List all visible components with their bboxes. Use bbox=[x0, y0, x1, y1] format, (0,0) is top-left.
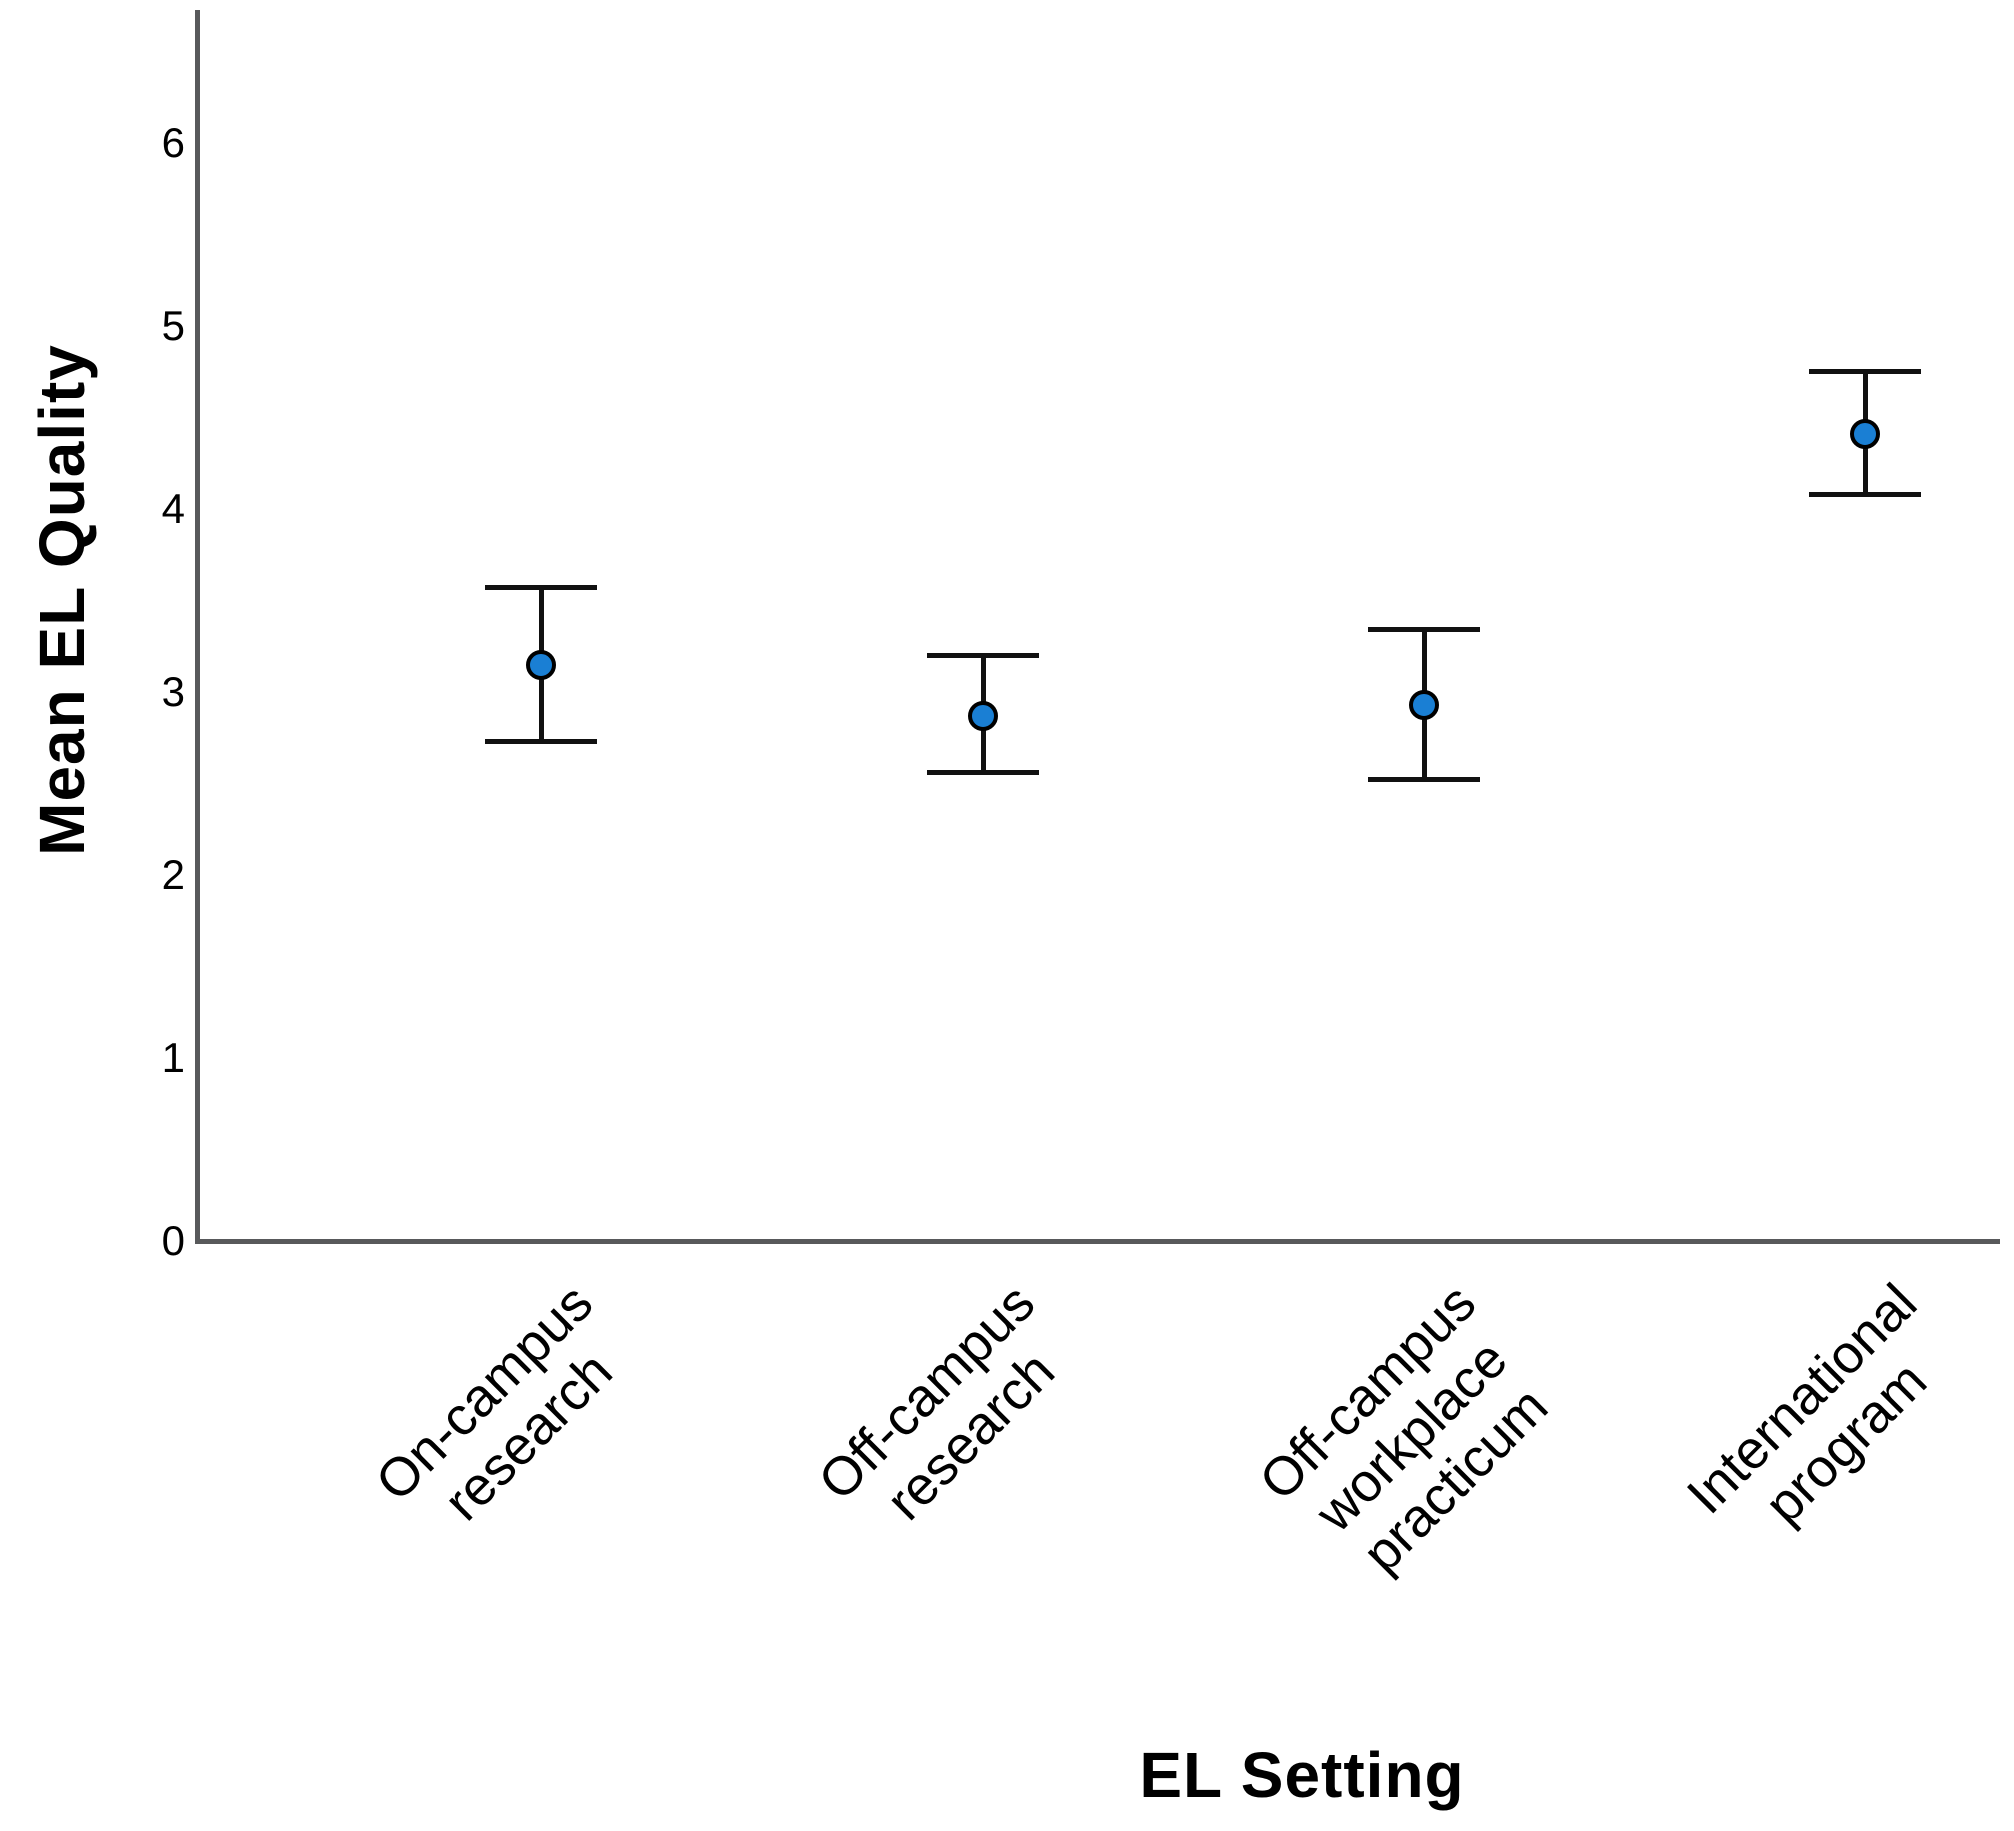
y-tick-label: 4 bbox=[161, 485, 185, 532]
y-axis-title: Mean EL Quality bbox=[26, 344, 98, 856]
error-bar-cap-top bbox=[1368, 627, 1480, 633]
y-tick-label: 2 bbox=[161, 851, 185, 898]
x-tick-label: International program bbox=[1675, 1272, 1973, 1570]
y-axis-line bbox=[195, 10, 200, 1243]
x-tick-label: Off-campus workplace practicum bbox=[1247, 1272, 1575, 1600]
mean-marker bbox=[1850, 418, 1880, 449]
y-tick-label: 1 bbox=[161, 1034, 185, 1081]
error-bar-cap-bottom bbox=[485, 738, 597, 744]
error-bar-cap-top bbox=[485, 585, 597, 591]
error-bar-cap-bottom bbox=[927, 770, 1039, 776]
error-bar-cap-bottom bbox=[1368, 777, 1480, 783]
error-bar-cap-top bbox=[927, 652, 1039, 658]
y-tick-label: 6 bbox=[161, 119, 185, 166]
y-tick-label: 0 bbox=[161, 1217, 185, 1264]
y-tick-label: 3 bbox=[161, 668, 185, 715]
error-bar-cap-top bbox=[1809, 369, 1921, 375]
y-tick-label: 5 bbox=[161, 302, 185, 349]
mean-marker bbox=[1409, 689, 1439, 720]
mean-marker bbox=[526, 649, 556, 680]
mean-marker bbox=[968, 700, 998, 731]
error-bar-cap-bottom bbox=[1809, 491, 1921, 497]
x-axis-line bbox=[195, 1239, 2000, 1244]
x-tick-label: On-campus research bbox=[364, 1272, 649, 1557]
x-tick-label: Off-campus research bbox=[806, 1272, 1090, 1556]
x-axis-title: EL Setting bbox=[1139, 1739, 1465, 1811]
